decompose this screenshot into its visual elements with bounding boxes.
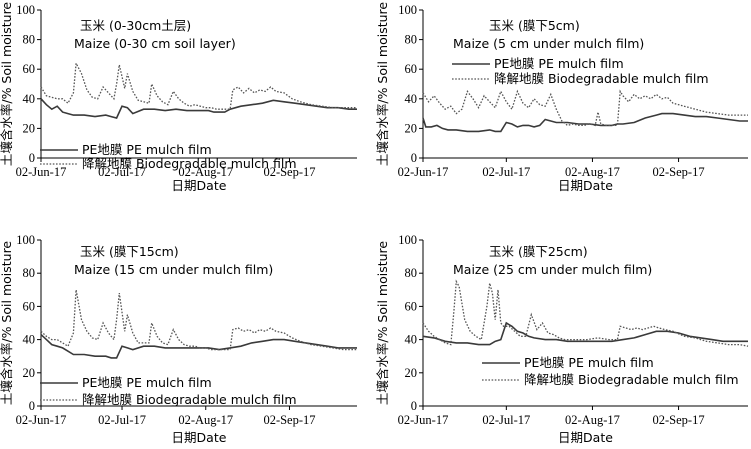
y-tick-label: 20 — [23, 121, 36, 135]
legend-label: 降解地膜 Biodegradable mulch film — [82, 156, 297, 171]
legend-label: 降解地膜 Biodegradable mulch film — [494, 71, 709, 86]
y-tick-label: 80 — [23, 33, 36, 47]
y-tick-label: 100 — [16, 3, 35, 17]
panel-title-en: Maize (0-30 cm soil layer) — [74, 36, 236, 51]
legend-label: 降解地膜 Biodegradable mulch film — [524, 372, 739, 387]
chart-panel-1: 0 20 40 60 80 100 02-Jun-17 02-Jul-17 02-Aug-17 0… — [0, 2, 357, 193]
y-tick-label: 0 — [29, 399, 35, 413]
x-tick-label: 02-Jun-17 — [16, 413, 67, 427]
y-tick-label: 100 — [16, 233, 35, 247]
x-tick-label: 02-Sep-17 — [653, 165, 705, 179]
panel-title-cn: 玉米 (膜下25cm) — [489, 244, 588, 259]
legend-label: 降解地膜 Biodegradable mulch film — [82, 392, 297, 407]
x-tick-label: 02-Jul-17 — [482, 165, 530, 179]
y-tick-label: 100 — [398, 233, 417, 247]
legend-label: PE地膜 PE mulch film — [82, 375, 212, 390]
x-tick-label: 02-Sep-17 — [653, 413, 705, 427]
y-tick-label: 80 — [405, 33, 418, 47]
x-tick-label: 02-Sep-17 — [263, 413, 315, 427]
series-line-biodegradable — [40, 289, 357, 351]
y-tick-label: 40 — [405, 92, 418, 106]
y-tick-label: 40 — [405, 333, 418, 347]
panel-title-en: Maize (5 cm under mulch film) — [453, 36, 644, 51]
y-axis-title: 土壤含水率/% Soil moisture — [0, 241, 14, 406]
chart-panel-3: 0 20 40 60 80 100 02-Jun-17 02-Jul-17 02-Aug-17 0… — [0, 233, 357, 445]
x-tick-label: 02-Jul-17 — [98, 413, 146, 427]
panel-title-cn: 玉米 (0-30cm土层) — [80, 18, 191, 33]
legend-label: PE地膜 PE mulch film — [494, 56, 624, 71]
y-tick-label: 40 — [23, 333, 36, 347]
x-axis-title: 日期Date — [172, 430, 227, 445]
panel-title-cn: 玉米 (膜下15cm) — [80, 244, 179, 259]
y-tick-label: 100 — [398, 3, 417, 17]
panel-title-en: Maize (15 cm under mulch film) — [74, 262, 273, 277]
x-tick-label: 02-Aug-17 — [178, 413, 233, 427]
x-tick-label: 02-Aug-17 — [565, 413, 620, 427]
y-tick-label: 60 — [405, 62, 418, 76]
y-tick-label: 0 — [29, 151, 35, 165]
y-tick-label: 60 — [23, 62, 36, 76]
series-line-pe — [422, 321, 748, 346]
series-line-biodegradable — [40, 61, 357, 110]
series-line-pe — [40, 334, 357, 359]
x-tick-label: 02-Jun-17 — [16, 165, 67, 179]
y-tick-label: 60 — [23, 299, 36, 313]
y-tick-label: 60 — [405, 299, 418, 313]
x-axis-title: 日期Date — [558, 430, 613, 445]
y-axis-title: 土壤含水率/% Soil moisture — [0, 2, 14, 167]
y-tick-label: 80 — [405, 266, 418, 280]
x-tick-label: 02-Jun-17 — [398, 165, 449, 179]
legend-label: PE地膜 PE mulch film — [82, 142, 212, 157]
x-tick-label: 02-Jul-17 — [98, 165, 146, 179]
y-tick-label: 20 — [23, 366, 36, 380]
y-tick-label: 0 — [411, 151, 417, 165]
x-tick-label: 02-Jul-17 — [482, 413, 530, 427]
y-axis-title: 土壤含水率/% Soil moisture — [375, 241, 390, 406]
x-tick-label: 02-Sep-17 — [263, 165, 315, 179]
x-tick-label: 02-Aug-17 — [565, 165, 620, 179]
chart-panel-2: 0 20 40 60 80 100 02-Jun-17 02-Jul-17 02-Aug-17 0… — [375, 2, 748, 193]
y-tick-label: 20 — [405, 366, 418, 380]
y-tick-label: 80 — [23, 266, 36, 280]
y-tick-label: 20 — [405, 121, 418, 135]
x-axis-title: 日期Date — [558, 178, 613, 193]
x-tick-label: 02-Aug-17 — [178, 165, 233, 179]
y-tick-label: 0 — [411, 399, 417, 413]
series-line-biodegradable — [422, 279, 749, 347]
x-tick-label: 02-Jun-17 — [398, 413, 449, 427]
y-axis-title: 土壤含水率/% Soil moisture — [375, 2, 390, 167]
y-tick-label: 40 — [23, 92, 36, 106]
panel-title-cn: 玉米 (膜下5cm) — [489, 18, 580, 33]
legend-label: PE地膜 PE mulch film — [524, 355, 654, 370]
x-axis-title: 日期Date — [172, 178, 227, 193]
series-line-pe — [40, 98, 357, 119]
chart-panel-4: 0 20 40 60 80 100 02-Jun-17 02-Jul-17 02-Aug-17 0… — [375, 233, 749, 445]
series-line-biodegradable — [422, 89, 748, 127]
series-line-pe — [422, 112, 748, 133]
panel-title-en: Maize (25 cm under mulch film) — [453, 262, 652, 277]
